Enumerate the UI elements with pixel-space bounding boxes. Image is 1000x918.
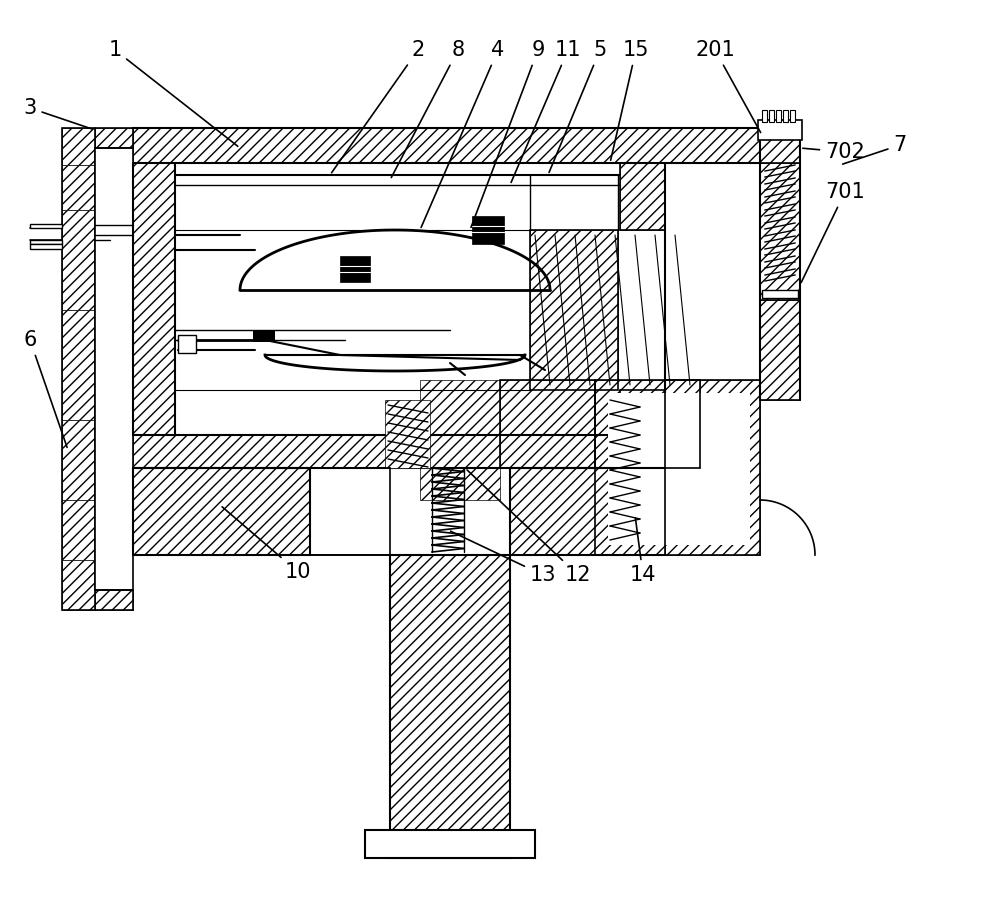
Polygon shape	[665, 380, 700, 468]
Polygon shape	[62, 210, 95, 310]
Text: 15: 15	[611, 40, 649, 161]
Bar	[608, 393, 750, 545]
Polygon shape	[510, 468, 665, 555]
Polygon shape	[480, 218, 500, 240]
Bar	[595, 380, 760, 555]
Polygon shape	[500, 380, 595, 468]
Bar	[783, 110, 788, 122]
Text: 10: 10	[222, 507, 311, 582]
Text: 12: 12	[467, 470, 591, 585]
Polygon shape	[760, 300, 800, 400]
Text: 13: 13	[451, 532, 556, 585]
Text: 14: 14	[630, 518, 656, 585]
Polygon shape	[62, 560, 95, 610]
Polygon shape	[595, 380, 760, 555]
Bar	[776, 110, 781, 122]
Polygon shape	[62, 420, 95, 500]
Polygon shape	[390, 555, 510, 858]
Polygon shape	[350, 258, 368, 280]
Polygon shape	[760, 128, 800, 163]
Text: 8: 8	[391, 40, 465, 177]
Bar	[390, 555, 510, 858]
Bar	[758, 120, 802, 140]
Bar	[178, 335, 196, 353]
Polygon shape	[95, 128, 133, 148]
Text: 11: 11	[511, 40, 581, 183]
Bar	[30, 240, 62, 244]
Bar	[762, 110, 767, 122]
Polygon shape	[133, 468, 310, 555]
Bar	[472, 216, 504, 244]
Polygon shape	[95, 590, 133, 610]
Polygon shape	[133, 435, 665, 468]
Bar	[365, 830, 535, 858]
Polygon shape	[62, 165, 95, 210]
Text: 5: 5	[549, 40, 607, 173]
Bar	[762, 290, 798, 298]
Text: 1: 1	[108, 40, 238, 146]
Text: 201: 201	[695, 40, 761, 132]
Text: 701: 701	[801, 182, 865, 283]
Bar	[175, 163, 620, 435]
Text: 2: 2	[332, 40, 425, 173]
Polygon shape	[133, 128, 760, 163]
Bar	[500, 380, 595, 468]
Text: 9: 9	[471, 40, 545, 228]
Polygon shape	[620, 390, 665, 435]
Polygon shape	[385, 400, 430, 468]
Polygon shape	[530, 230, 618, 390]
Text: 3: 3	[23, 98, 92, 129]
Text: 6: 6	[23, 330, 67, 447]
Bar	[790, 110, 795, 122]
Polygon shape	[510, 468, 665, 555]
Bar	[62, 128, 95, 610]
Bar	[769, 110, 774, 122]
Bar	[30, 244, 62, 249]
Text: 702: 702	[803, 142, 865, 162]
Polygon shape	[133, 163, 175, 435]
Polygon shape	[365, 830, 535, 858]
Polygon shape	[420, 380, 500, 500]
Bar	[253, 330, 275, 342]
Bar	[340, 256, 370, 282]
Polygon shape	[62, 500, 95, 560]
Polygon shape	[620, 163, 665, 230]
Polygon shape	[62, 128, 95, 165]
Bar	[310, 468, 510, 555]
Text: 7: 7	[843, 135, 907, 164]
Bar	[530, 230, 618, 390]
Polygon shape	[62, 310, 95, 420]
Bar	[30, 224, 62, 228]
Polygon shape	[760, 163, 800, 300]
Bar	[95, 148, 133, 590]
Text: 4: 4	[421, 40, 505, 228]
